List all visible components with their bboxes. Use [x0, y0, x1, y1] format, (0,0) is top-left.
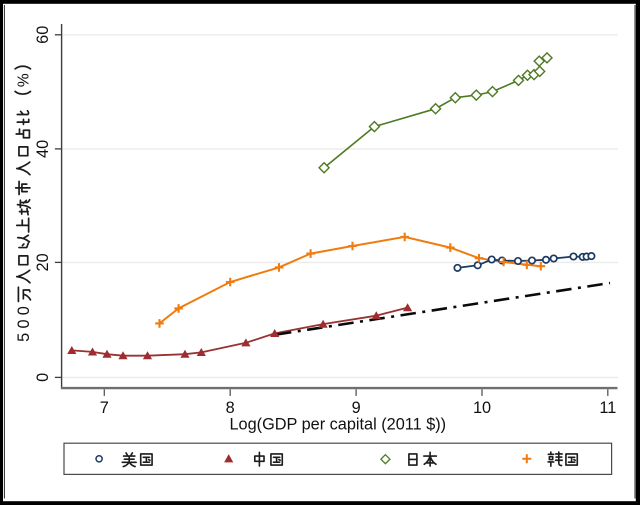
svg-text:8: 8: [226, 399, 235, 417]
svg-text:40: 40: [34, 140, 52, 158]
svg-text:11: 11: [599, 399, 616, 417]
svg-text:0: 0: [15, 306, 33, 315]
svg-text:9: 9: [352, 399, 361, 417]
svg-text:60: 60: [34, 26, 52, 44]
svg-text:0: 0: [34, 373, 52, 382]
svg-text:10: 10: [473, 399, 491, 417]
svg-text:7: 7: [100, 399, 109, 417]
svg-text:5: 5: [15, 333, 33, 342]
svg-text:0: 0: [15, 319, 33, 328]
svg-text:20: 20: [34, 253, 52, 271]
svg-text:Log(GDP per capital (2011 $)): Log(GDP per capital (2011 $)): [230, 415, 447, 433]
svg-text:%: %: [15, 73, 32, 87]
